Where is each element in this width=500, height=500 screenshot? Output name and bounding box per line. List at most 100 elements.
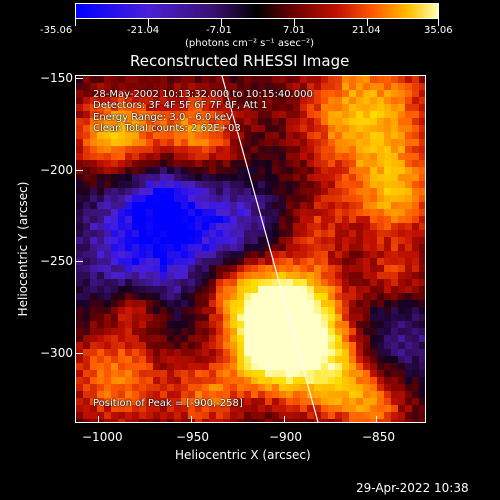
heatmap-cell [139,111,147,119]
heatmap-cell [265,279,273,287]
heatmap-cell [90,160,98,168]
heatmap-cell [244,181,252,189]
heatmap-cell [83,139,91,147]
heatmap-cell [223,419,231,422]
heatmap-cell [286,146,294,154]
heatmap-cell [76,125,84,133]
heatmap-cell [188,293,196,301]
heatmap-cell [272,307,280,315]
heatmap-cell [363,370,371,378]
heatmap-cell [370,391,378,399]
heatmap-cell [97,251,105,259]
heatmap-cell [335,216,343,224]
heatmap-cell [97,237,105,245]
heatmap-cell [251,118,259,126]
heatmap-cell [398,272,406,280]
heatmap-cell [342,90,350,98]
heatmap-cell [321,195,329,203]
heatmap-cell [349,111,357,119]
heatmap-cell [237,342,245,350]
heatmap-cell [237,398,245,406]
heatmap-cell [83,188,91,196]
heatmap-cell [258,167,266,175]
heatmap-cell [125,132,133,140]
timestamp: 29-Apr-2022 10:38 [356,481,469,495]
heatmap-cell [384,314,392,322]
heatmap-cell [167,370,175,378]
heatmap-cell [314,377,322,385]
heatmap-cell [307,321,315,329]
heatmap-cell [258,265,266,273]
heatmap-cell [293,146,301,154]
heatmap-cell [174,356,182,364]
heatmap-cell [391,174,399,182]
heatmap-cell [118,174,126,182]
heatmap-cell [342,300,350,308]
heatmap-cell [118,307,126,315]
heatmap-cell [244,230,252,238]
heatmap-cell [265,83,273,91]
heatmap-cell [363,398,371,406]
heatmap-cell [300,237,308,245]
heatmap-cell [76,223,84,231]
heatmap-cell [356,307,364,315]
heatmap-cell [335,363,343,371]
heatmap-cell [342,398,350,406]
heatmap-cell [405,209,413,217]
heatmap-cell [363,363,371,371]
heatmap-cell [125,181,133,189]
heatmap-cell [342,265,350,273]
colorbar-tick [75,19,76,26]
heatmap-cell [160,377,168,385]
heatmap-cell [104,265,112,273]
heatmap-cell [356,293,364,301]
heatmap-cell [104,328,112,336]
heatmap-cell [181,377,189,385]
heatmap-cell [356,83,364,91]
heatmap-cell [244,90,252,98]
heatmap-cell [83,230,91,238]
heatmap-cell [328,356,336,364]
heatmap-cell [216,125,224,133]
heatmap-cell [167,398,175,406]
heatmap-cell [370,377,378,385]
heatmap-cell [181,398,189,406]
heatmap-cell [244,328,252,336]
heatmap-cell [125,230,133,238]
heatmap-cell [293,174,301,182]
heatmap-cell [412,405,420,413]
heatmap-cell [209,160,217,168]
heatmap-cell [286,258,294,266]
heatmap-cell [237,286,245,294]
heatmap-cell [405,370,413,378]
heatmap-cell [349,125,357,133]
heatmap-cell [195,174,203,182]
heatmap-cell [279,356,287,364]
heatmap-cell [153,76,161,84]
heatmap-cell [202,209,210,217]
heatmap-cell [223,391,231,399]
heatmap-cell [83,321,91,329]
heatmap-cell [153,139,161,147]
heatmap-cell [272,202,280,210]
heatmap-cell [342,314,350,322]
heatmap-cell [419,384,425,392]
heatmap-cell [307,237,315,245]
heatmap-cell [377,230,385,238]
heatmap-cell [244,258,252,266]
heatmap-cell [419,328,425,336]
heatmap-cell [300,314,308,322]
heatmap-cell [167,265,175,273]
heatmap-cell [90,342,98,350]
heatmap-cell [209,384,217,392]
heatmap-cell [216,83,224,91]
heatmap-cell [321,419,329,422]
heatmap-cell [83,251,91,259]
heatmap-cell [272,230,280,238]
heatmap-cell [118,139,126,147]
heatmap-cell [195,272,203,280]
heatmap-cell [223,153,231,161]
info-time-range: 28-May-2002 10:13:32.000 to 10:15:40.000 [93,89,313,100]
heatmap-cell [97,335,105,343]
heatmap-cell [342,293,350,301]
